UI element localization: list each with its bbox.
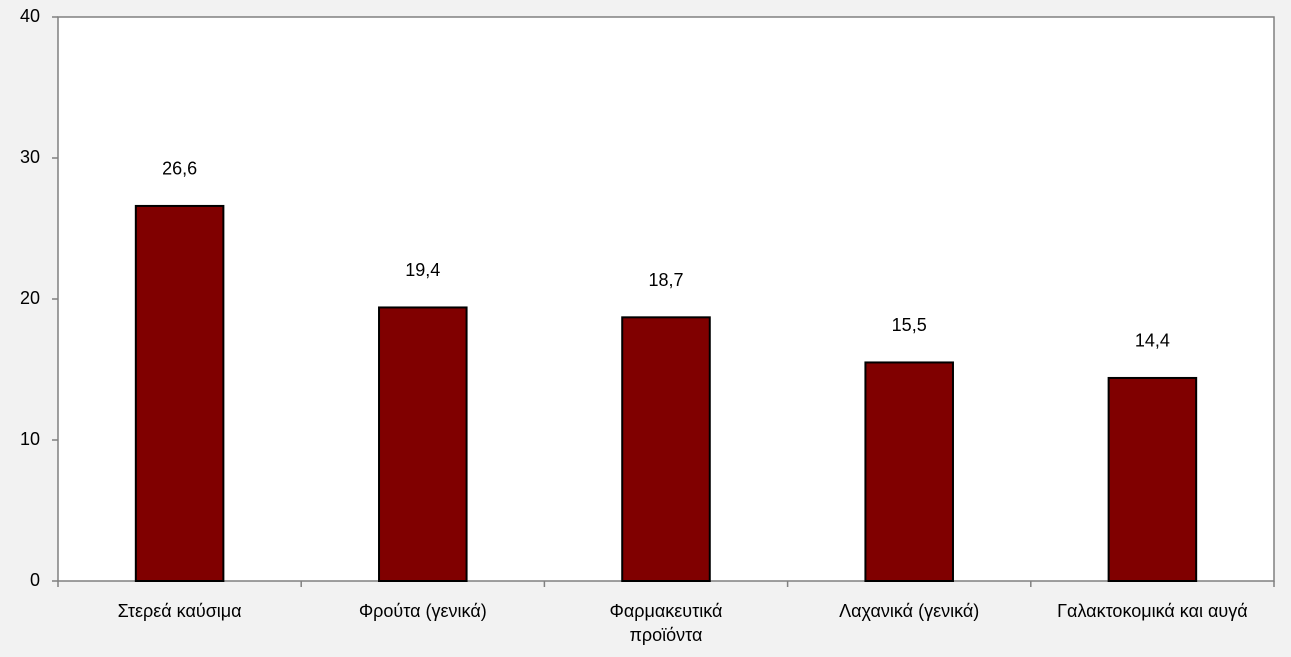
y-tick-label: 10 xyxy=(20,429,40,449)
x-tick-label: Φαρμακευτικά προϊόντα xyxy=(609,601,723,645)
data-label: 15,5 xyxy=(892,315,927,335)
y-tick-label: 40 xyxy=(20,6,40,26)
y-tick-label: 20 xyxy=(20,288,40,308)
data-label: 19,4 xyxy=(405,260,440,280)
bar xyxy=(864,361,954,583)
bar xyxy=(134,204,225,582)
bar xyxy=(621,316,711,582)
data-label: 26,6 xyxy=(162,159,197,179)
bar xyxy=(1107,376,1198,582)
y-tick-label: 0 xyxy=(30,570,40,590)
data-label: 18,7 xyxy=(648,270,683,290)
data-label: 14,4 xyxy=(1135,331,1170,351)
x-tick-label: Γαλακτοκομικά και αυγά xyxy=(1057,601,1248,621)
y-tick-label: 30 xyxy=(20,147,40,167)
bar xyxy=(378,306,468,582)
x-tick-label: Φρούτα (γενικά) xyxy=(358,601,487,621)
x-tick-label: Λαχανικά (γενικά) xyxy=(839,601,980,621)
x-tick-label: Στερεά καύσιμα xyxy=(117,601,242,621)
